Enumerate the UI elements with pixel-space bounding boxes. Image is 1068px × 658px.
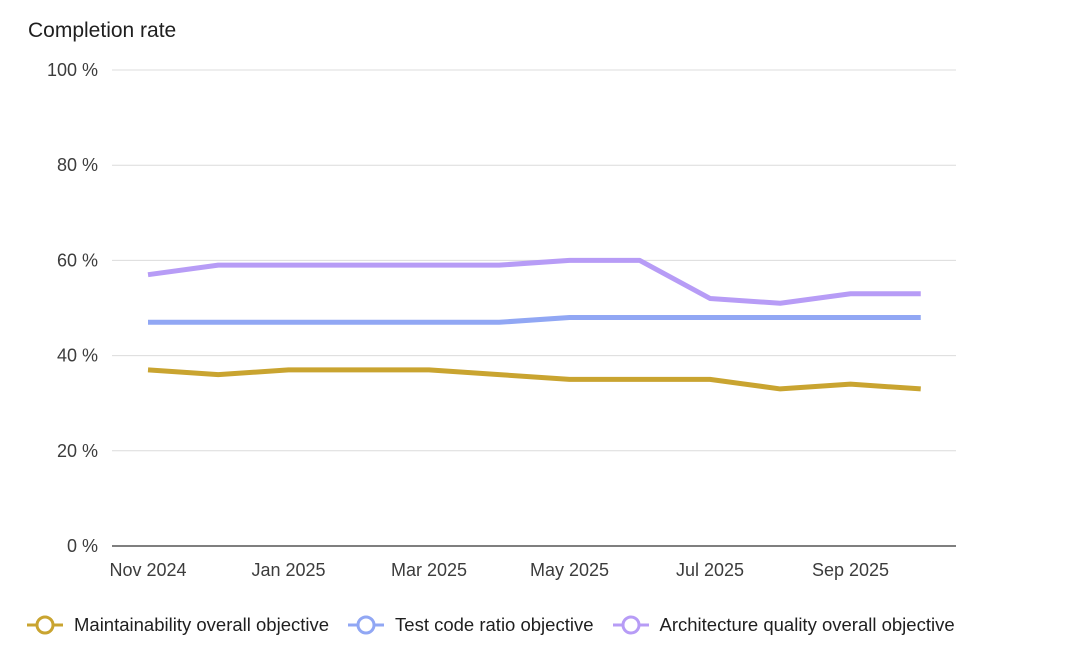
x-tick-label: Sep 2025 — [812, 560, 889, 580]
chart-title: Completion rate — [28, 19, 177, 42]
y-tick-label: 40 % — [57, 346, 98, 366]
series-line-3 — [147, 257, 921, 306]
legend-item: Architecture quality overall objective — [612, 612, 955, 638]
legend-label: Maintainability overall objective — [74, 614, 330, 635]
legend: Maintainability overall objective Test co… — [26, 612, 955, 638]
y-tick-label: 60 % — [57, 250, 98, 270]
x-tick-label: Nov 2024 — [109, 560, 186, 580]
legend-marker-icon — [612, 615, 649, 635]
legend-marker-icon — [348, 615, 385, 635]
x-tick-label: Jan 2025 — [251, 560, 325, 580]
y-tick-label: 20 % — [57, 441, 98, 461]
x-tick-label: May 2025 — [530, 560, 609, 580]
legend-item: Test code ratio objective — [347, 612, 594, 638]
series-line-1 — [147, 367, 921, 392]
x-axis-tick-labels: Nov 2024 Jan 2025 Mar 2025 May 2025 Jul 2025… — [109, 560, 889, 580]
y-axis-tick-labels: 0 % 20 % 40 % 60 % 80 % 100 % — [47, 60, 98, 556]
legend-item: Maintainability overall objective — [26, 612, 329, 638]
legend-label: Test code ratio objective — [395, 614, 594, 635]
legend-label: Architecture quality overall objective — [659, 614, 955, 635]
series-line-2 — [148, 315, 921, 325]
y-tick-label: 100 % — [47, 60, 98, 80]
y-tick-label: 80 % — [57, 155, 98, 175]
series-lines — [147, 257, 921, 392]
legend-marker-icon — [27, 615, 63, 635]
y-tick-label: 0 % — [67, 536, 98, 556]
x-tick-label: Mar 2025 — [391, 560, 467, 580]
x-tick-label: Jul 2025 — [676, 560, 744, 580]
